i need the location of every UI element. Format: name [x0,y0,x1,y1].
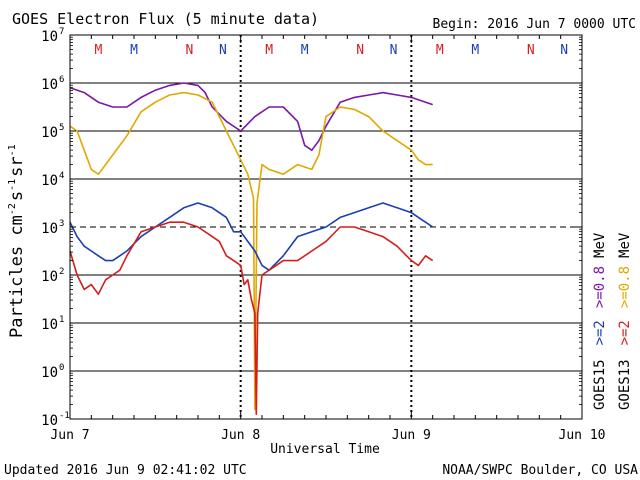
x-tick-label-3: Jun 10 [559,428,606,443]
credit-text: NOAA/SWPC Boulder, CO USA [442,463,638,478]
y-tick-exp-8: -1 [59,411,70,421]
y-tick-label-4: 10 [41,221,58,237]
mn-marker-4: M [265,43,273,58]
y-tick-label-1: 10 [41,77,58,93]
y-label-s: s [7,191,27,201]
mn-marker-5: M [301,43,309,58]
y-tick-label-3: 10 [41,173,58,189]
flux-series [69,82,434,416]
y-tick-label-5: 10 [41,269,58,285]
y-tick-exp-3: 4 [59,171,64,181]
y-tick-exp-4: 3 [59,219,64,229]
series-line-3 [69,221,434,416]
mn-marker-8: M [436,43,444,58]
legend-goes13: GOES13 >=2 >=0.8 MeV [617,232,633,410]
mn-marker-10: N [527,43,535,58]
y-tick-exp-5: 2 [59,267,64,277]
svg-text:Particles cm-2s-1sr-1: Particles cm-2s-1sr-1 [7,144,27,338]
mn-marker-3: N [219,43,227,58]
y-label-sup1: -2 [7,203,18,215]
legend-goes13-yellow: >=0.8 [617,266,633,308]
x-axis-label: Universal Time [270,442,380,457]
legend-goes13-threshold: >=2 [617,320,633,345]
y-tick-label-7: 10 [41,365,58,381]
x-tick-label-2: Jun 9 [392,428,431,443]
updated-timestamp: Updated 2016 Jun 9 02:41:02 UTC [4,463,247,478]
y-label-sup2: -1 [7,179,18,191]
mn-marker-6: N [356,43,364,58]
series-line-1 [69,91,433,411]
y-tick-label-8: 10 [41,413,58,429]
mn-marker-2: N [186,43,194,58]
begin-label: Begin: 2016 Jun 7 0000 UTC [433,17,637,32]
legend-goes15: GOES15 >=2 >=0.8 MeV [592,232,608,410]
y-tick-exp-0: 7 [59,27,64,37]
x-tick-label-1: Jun 8 [221,428,260,443]
legend-goes13-sat: GOES13 [617,359,633,410]
y-tick-exp-6: 1 [59,315,64,325]
mn-marker-1: M [130,43,138,58]
y-label-sr: sr [7,156,27,176]
mn-marker-0: M [95,43,103,58]
mn-marker-9: M [471,43,479,58]
legend-goes13-unit: MeV [617,232,633,258]
y-tick-exp-1: 6 [59,75,64,85]
mn-marker-7: N [390,43,398,58]
legend-goes15-threshold: >=2 [592,320,608,345]
y-tick-label-0: 10 [41,29,58,45]
y-tick-label-6: 10 [41,317,58,333]
y-axis-label: Particles cm-2s-1sr-1 [7,144,27,338]
series-line-0 [69,82,433,151]
y-label-main: Particles cm [7,215,27,338]
y-tick-label-2: 10 [41,125,58,141]
legend-goes15-purple: >=0.8 [592,266,608,308]
series-line-2 [69,202,434,272]
x-tick-label-0: Jun 7 [50,428,89,443]
y-label-sup3: -1 [7,144,18,156]
chart-title: GOES Electron Flux (5 minute data) [12,10,319,28]
legend-goes15-unit: MeV [592,232,608,258]
y-tick-exp-2: 5 [59,123,64,133]
legend: GOES15 >=2 >=0.8 MeV GOES13 >=2 >=0.8 MeV [592,232,633,410]
legend-goes15-sat: GOES15 [592,359,608,410]
mn-marker-11: N [560,43,568,58]
x-axis-ticks: Jun 7 Jun 8 Jun 9 Jun 10 [50,35,605,443]
y-tick-exp-7: 0 [59,363,64,373]
